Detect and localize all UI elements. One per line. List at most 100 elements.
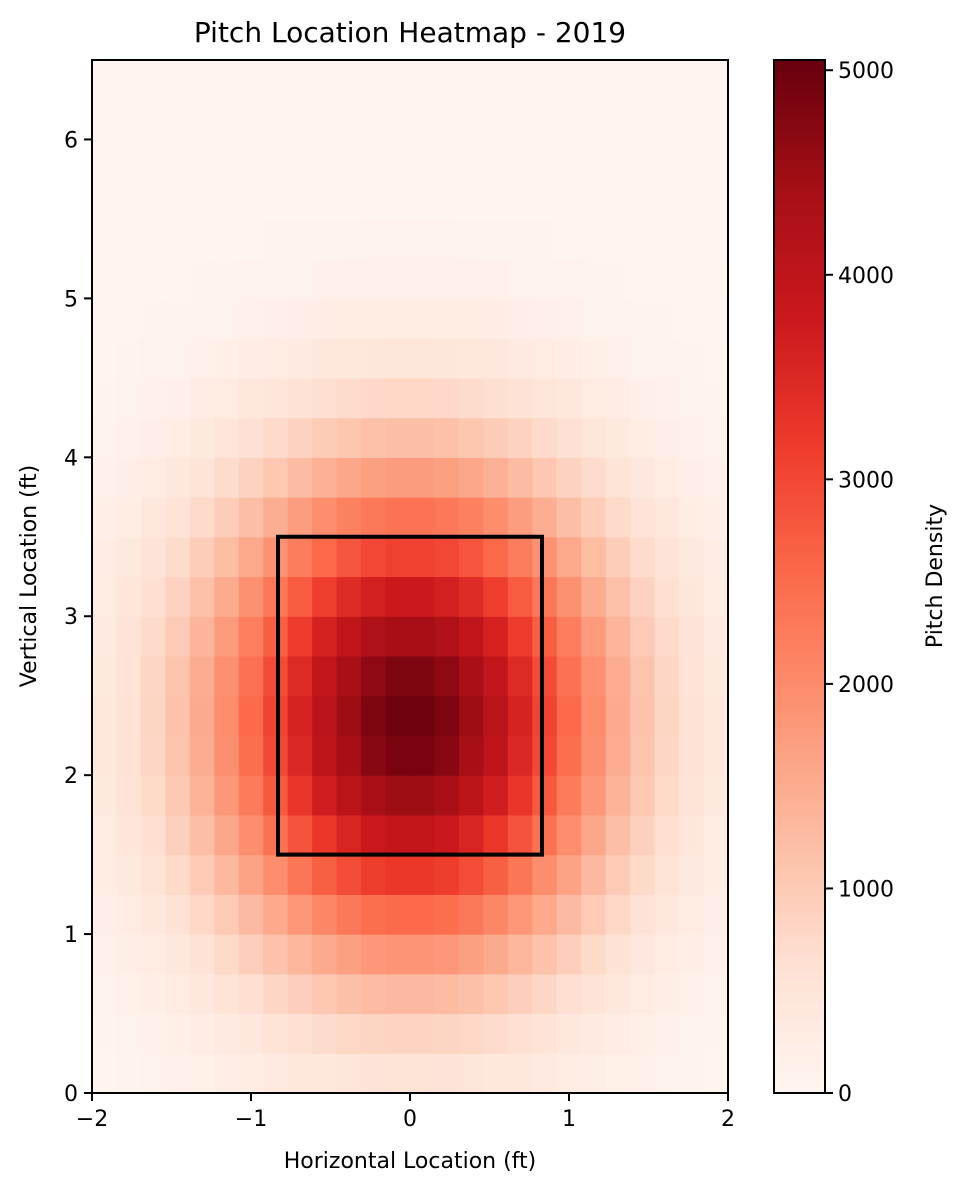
heatmap-cell [434, 814, 460, 856]
heatmap-cell [581, 536, 607, 578]
heatmap-cell [654, 417, 680, 458]
heatmap-cell [556, 298, 582, 339]
heatmap-cell [630, 99, 656, 141]
heatmap-cell [630, 298, 656, 339]
heatmap-cell [556, 894, 582, 935]
heatmap-cell [92, 377, 118, 419]
heatmap-cell [507, 497, 533, 538]
heatmap-cell [140, 735, 166, 776]
heatmap-cell [507, 298, 533, 339]
heatmap-cell [532, 576, 558, 617]
heatmap-cell [238, 338, 264, 379]
heatmap-cell [507, 60, 533, 101]
heatmap-cell [703, 417, 729, 458]
heatmap-cell [654, 377, 680, 419]
heatmap-cell [532, 457, 558, 498]
heatmap-cell [605, 417, 631, 458]
colorbar [773, 59, 826, 1094]
heatmap-cell [605, 695, 631, 737]
heatmap-cell [385, 417, 411, 458]
heatmap-cell [458, 934, 484, 975]
heatmap-cell [679, 894, 705, 935]
heatmap-cell [92, 695, 118, 737]
y-tick-label: 2 [64, 764, 78, 789]
heatmap-cells [92, 60, 729, 1094]
heatmap-cell [410, 99, 436, 141]
heatmap-cell [92, 457, 118, 498]
heatmap-cell [483, 616, 509, 657]
heatmap-cell [532, 616, 558, 657]
heatmap-cell [165, 934, 191, 975]
heatmap-cell [312, 735, 338, 776]
heatmap-cell [679, 854, 705, 895]
heatmap-cell [581, 60, 607, 101]
heatmap-cell [361, 894, 387, 935]
heatmap-cell [116, 973, 142, 1015]
heatmap-cell [238, 655, 264, 697]
heatmap-cell [434, 338, 460, 379]
heatmap-cell [214, 60, 240, 101]
heatmap-cell [336, 934, 362, 975]
heatmap-cell [263, 1053, 289, 1094]
heatmap-cell [312, 616, 338, 657]
heatmap-cell [507, 139, 533, 180]
heatmap-cell [116, 576, 142, 617]
heatmap-cell [532, 417, 558, 458]
heatmap-cell [312, 497, 338, 538]
heatmap-cell [214, 258, 240, 299]
heatmap-cell [630, 1013, 656, 1054]
heatmap-cell [556, 814, 582, 856]
heatmap-cell [654, 536, 680, 578]
heatmap-cell [165, 99, 191, 141]
heatmap-cell [654, 1053, 680, 1094]
heatmap-cell [532, 655, 558, 697]
heatmap-cell [654, 218, 680, 260]
heatmap-cell [654, 655, 680, 697]
heatmap-cell [458, 735, 484, 776]
heatmap-cell [361, 616, 387, 657]
heatmap-cell [385, 536, 411, 578]
heatmap-cell [458, 536, 484, 578]
heatmap-cell [165, 218, 191, 260]
heatmap-cell [679, 99, 705, 141]
heatmap-cell [654, 616, 680, 657]
heatmap-cell [507, 695, 533, 737]
heatmap-cell [361, 814, 387, 856]
heatmap-cell [140, 417, 166, 458]
heatmap-cell [605, 139, 631, 180]
heatmap-cell [630, 735, 656, 776]
heatmap-cell [410, 576, 436, 617]
x-axis-label: Horizontal Location (ft) [284, 1149, 537, 1174]
heatmap-cell [654, 973, 680, 1015]
heatmap-cell [361, 735, 387, 776]
heatmap-cell [361, 1053, 387, 1094]
heatmap-cell [385, 139, 411, 180]
heatmap-cell [483, 99, 509, 141]
heatmap-cell [532, 1013, 558, 1054]
heatmap-cell [263, 497, 289, 538]
heatmap-cell [263, 934, 289, 975]
heatmap-cell [214, 576, 240, 617]
heatmap-cell [116, 417, 142, 458]
heatmap-cell [703, 258, 729, 299]
heatmap-cell [483, 417, 509, 458]
heatmap-cell [434, 179, 460, 220]
x-tick-label: 0 [403, 1107, 417, 1132]
heatmap-cell [92, 814, 118, 856]
heatmap-cell [581, 179, 607, 220]
y-tick-label: 0 [64, 1082, 78, 1107]
heatmap-cell [679, 338, 705, 379]
heatmap-cell [214, 497, 240, 538]
heatmap-cell [458, 1013, 484, 1054]
heatmap-cell [556, 775, 582, 816]
heatmap-cell [605, 338, 631, 379]
heatmap-cell [458, 457, 484, 498]
heatmap-cell [312, 377, 338, 419]
heatmap-cell [679, 179, 705, 220]
heatmap-cell [116, 894, 142, 935]
heatmap-cell [165, 536, 191, 578]
heatmap-cell [92, 1013, 118, 1054]
heatmap-cell [581, 457, 607, 498]
heatmap-cell [532, 99, 558, 141]
